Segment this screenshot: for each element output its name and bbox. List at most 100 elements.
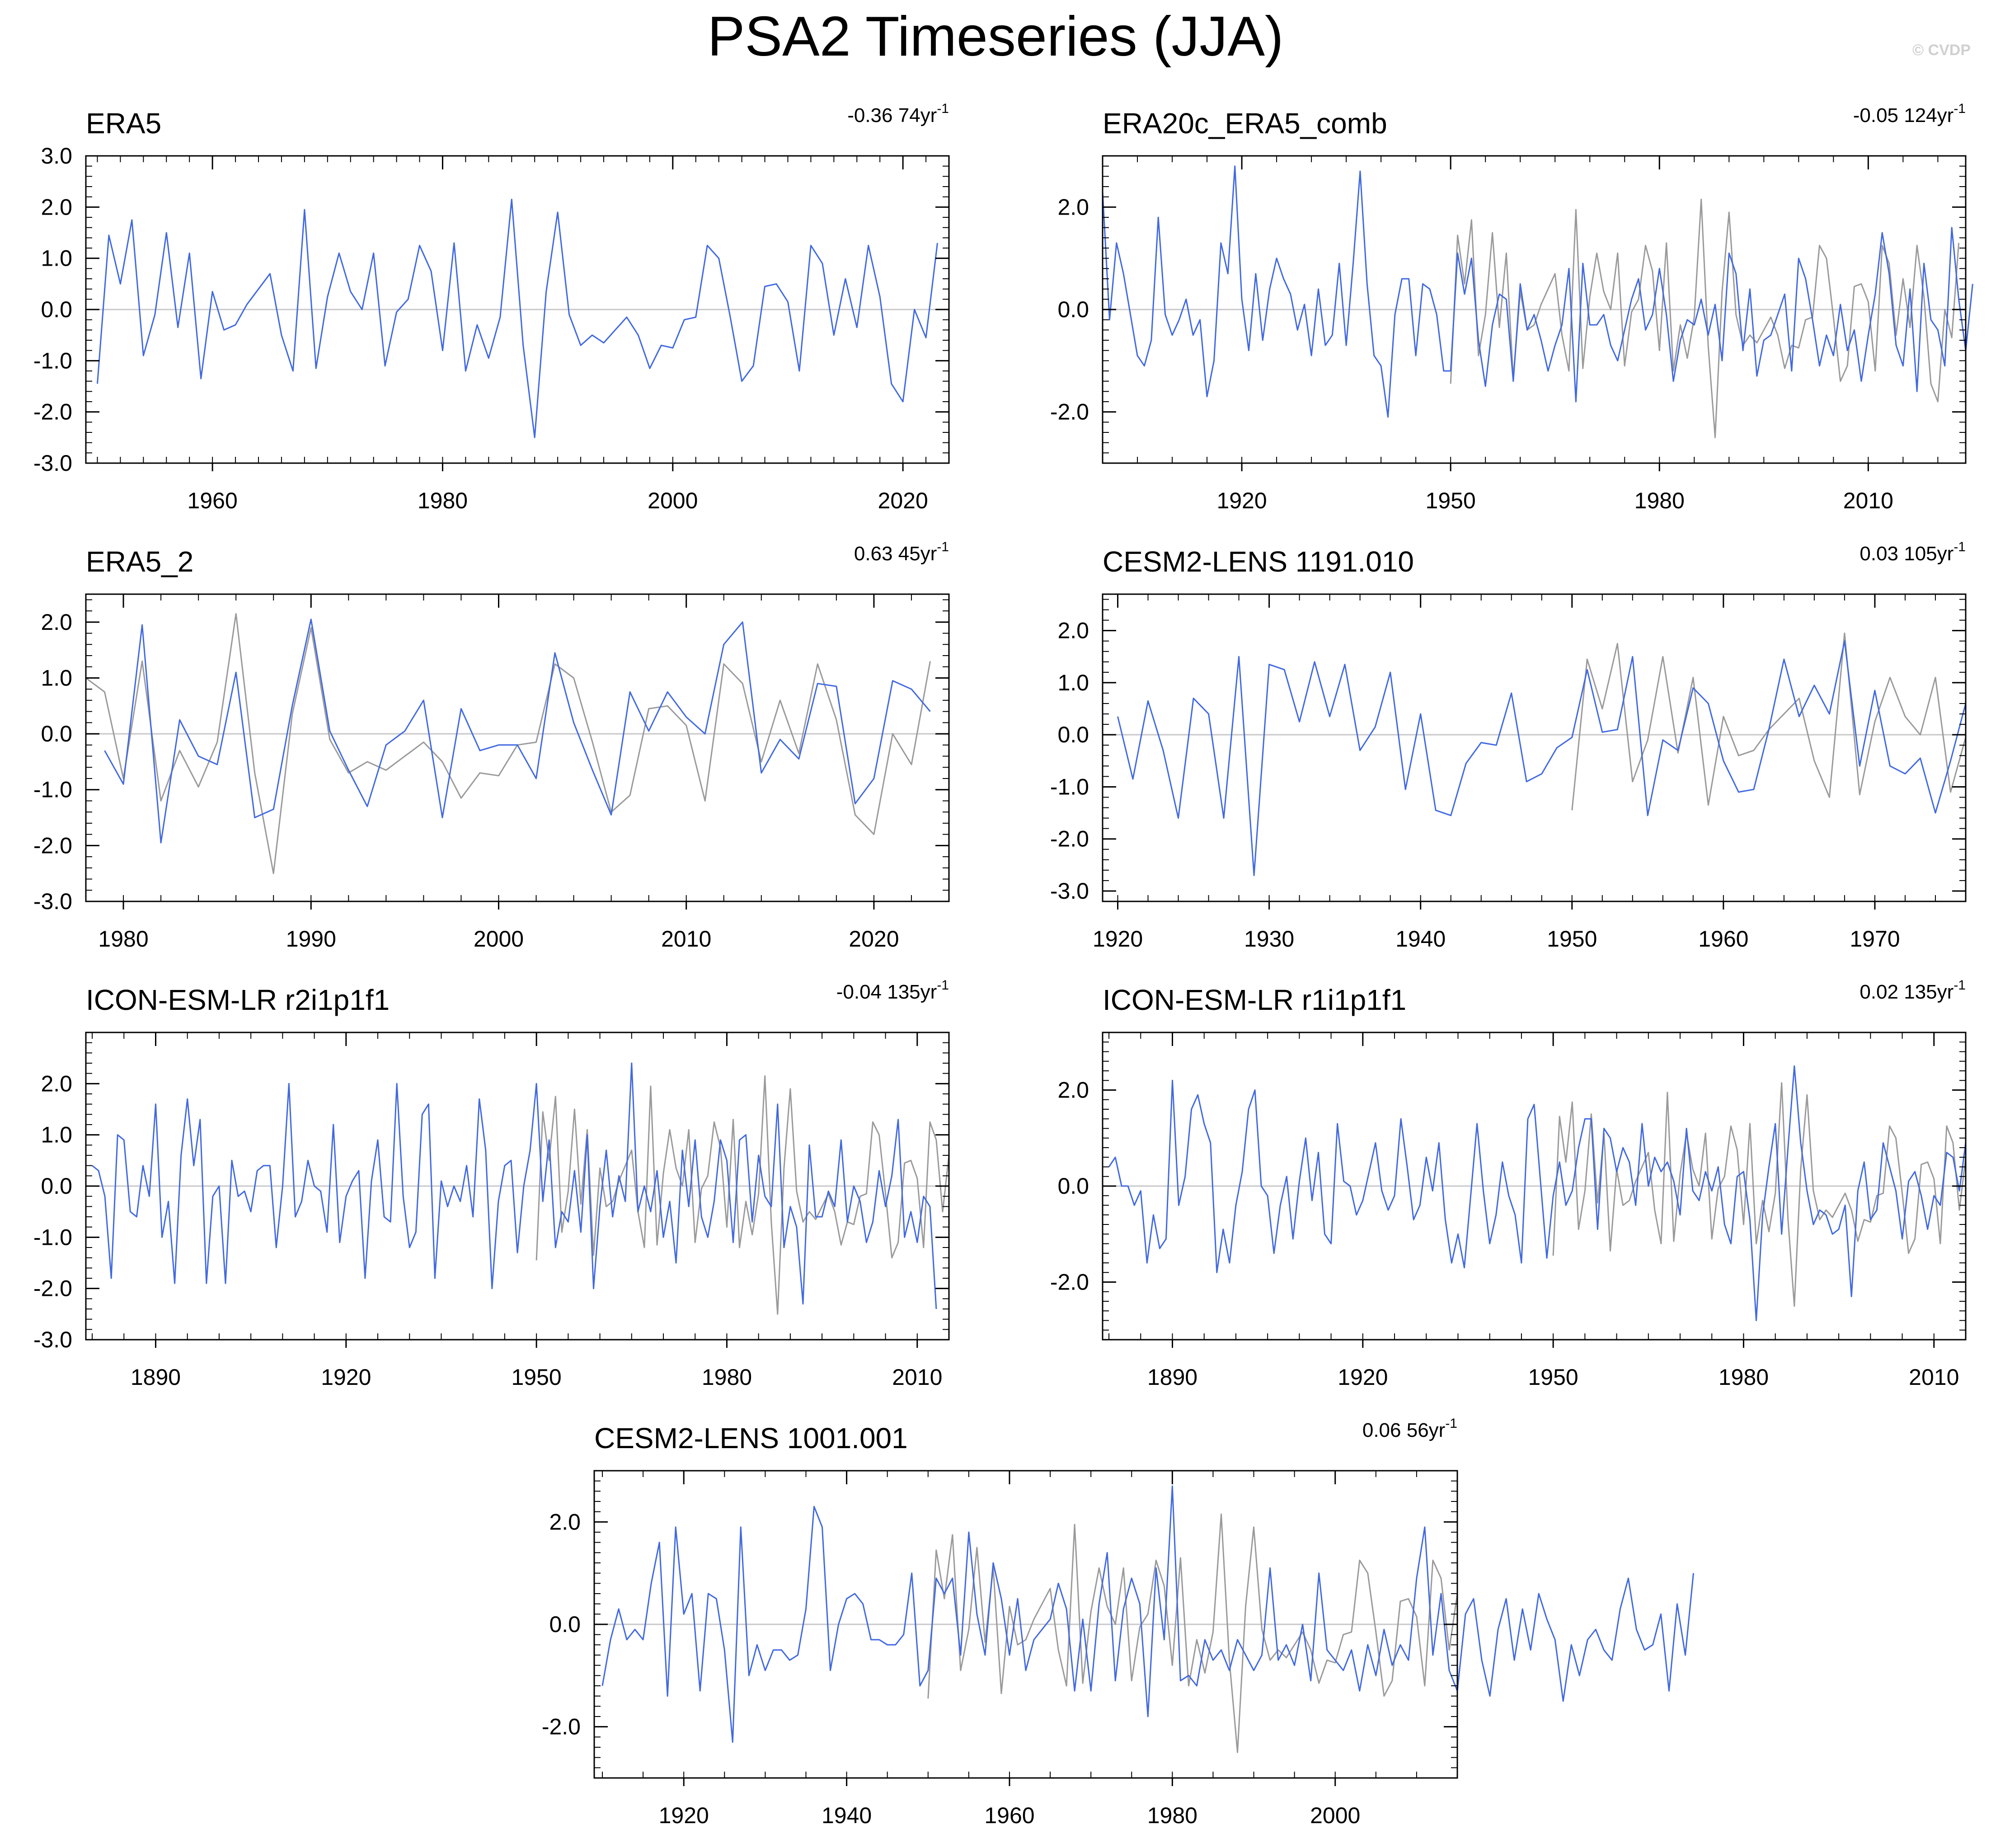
y-tick-label: 1.0 bbox=[41, 246, 72, 271]
x-tick-label: 1960 bbox=[188, 488, 238, 513]
watermark: © CVDP bbox=[1912, 42, 1971, 59]
y-tick-label: -3.0 bbox=[33, 1327, 72, 1352]
x-tick-label: 1970 bbox=[1850, 926, 1900, 952]
trend-annotation: 0.02 135yr-1 bbox=[1860, 978, 1966, 1003]
series-line-era5 bbox=[535, 1075, 950, 1315]
y-tick-label: 0.0 bbox=[41, 297, 72, 322]
series-line-era5 bbox=[1552, 1082, 1967, 1307]
panel-icon-esm-lr-r2i1p1f1: ICON-ESM-LR r2i1p1f1 -0.04 135yr-1 -3.0 -2.… bbox=[33, 978, 950, 1390]
x-tick-label: 2020 bbox=[878, 488, 928, 513]
y-tick-label: 2.0 bbox=[1057, 1078, 1089, 1103]
panel-title: ICON-ESM-LR r1i1p1f1 bbox=[1103, 984, 1406, 1016]
y-tick-label: 2.0 bbox=[41, 1071, 72, 1096]
trend-period: 45yr bbox=[898, 543, 937, 565]
x-tick-label: 2020 bbox=[849, 926, 899, 952]
x-tick-label: 1980 bbox=[702, 1365, 752, 1390]
y-tick-label: -2.0 bbox=[33, 1276, 72, 1301]
y-tick-label: 2.0 bbox=[1057, 618, 1089, 643]
x-tick-label: 1980 bbox=[1719, 1365, 1769, 1390]
x-tick-label: 1950 bbox=[512, 1365, 562, 1390]
trend-value: 0.02 bbox=[1860, 981, 1904, 1003]
plot-frame bbox=[1102, 593, 1967, 902]
y-tick-label: 2.0 bbox=[549, 1509, 581, 1534]
y-tick-label: -3.0 bbox=[33, 889, 72, 914]
x-tick-label: 1890 bbox=[131, 1365, 181, 1390]
trend-annotation: -0.05 124yr-1 bbox=[1853, 101, 1966, 127]
y-tick-label: -3.0 bbox=[33, 450, 72, 476]
x-tick-label: 2000 bbox=[648, 488, 698, 513]
trend-annotation: 0.03 105yr-1 bbox=[1860, 539, 1966, 565]
x-tick-label: 2000 bbox=[1310, 1803, 1360, 1828]
panel-era5: ERA5 -0.36 74yr-1 -3.0 -2.0 -1.0 0.0 1.0 2.0 3.0… bbox=[33, 101, 950, 513]
panel-title: CESM2-LENS 1191.010 bbox=[1103, 545, 1414, 578]
series-line-icon-esm-lr-r1i1p1f1 bbox=[1108, 1065, 1967, 1321]
trend-exponent: -1 bbox=[1953, 978, 1966, 993]
series-line-era5 bbox=[97, 198, 938, 438]
x-tick-label: 1930 bbox=[1244, 926, 1294, 952]
series-line-cesm2-lens-1001-001 bbox=[601, 1485, 1694, 1743]
y-tick-label: 0.0 bbox=[41, 1173, 72, 1199]
trend-period: 105yr bbox=[1904, 543, 1953, 565]
series-line-cesm2-lens-1191-010 bbox=[1117, 640, 1967, 876]
x-tick-label: 2010 bbox=[1909, 1365, 1959, 1390]
x-tick-label: 1960 bbox=[984, 1803, 1034, 1828]
panel-title: CESM2-LENS 1001.001 bbox=[594, 1422, 908, 1454]
trend-period: 56yr bbox=[1407, 1419, 1446, 1441]
y-tick-label: 2.0 bbox=[41, 194, 72, 220]
panel-title: ERA5 bbox=[86, 107, 161, 140]
trend-annotation: 0.63 45yr-1 bbox=[854, 539, 949, 565]
series-line-era20c-era5-comb bbox=[1102, 165, 1973, 418]
y-tick-label: -1.0 bbox=[33, 1224, 72, 1250]
x-tick-label: 2000 bbox=[474, 926, 524, 952]
y-tick-label: 0.0 bbox=[549, 1612, 581, 1637]
panel-era5-2: ERA5_2 0.63 45yr-1 -3.0 -2.0 -1.0 0.0 1.0 2.0 19… bbox=[33, 539, 950, 952]
trend-exponent: -1 bbox=[937, 978, 949, 993]
y-tick-label: 0.0 bbox=[1057, 297, 1089, 322]
y-tick-label: 2.0 bbox=[41, 610, 72, 635]
panel-cesm2-lens-1001-001: CESM2-LENS 1001.001 0.06 56yr-1 -2.0 0.0 2.0… bbox=[542, 1416, 1694, 1828]
trend-exponent: -1 bbox=[937, 101, 949, 116]
x-tick-label: 1920 bbox=[1216, 488, 1267, 513]
panel-title: ERA20c_ERA5_comb bbox=[1103, 107, 1387, 140]
y-tick-label: 1.0 bbox=[41, 1122, 72, 1148]
trend-annotation: -0.04 135yr-1 bbox=[836, 978, 949, 1003]
y-tick-label: -3.0 bbox=[1050, 878, 1089, 904]
y-tick-label: -2.0 bbox=[542, 1714, 581, 1740]
trend-exponent: -1 bbox=[937, 539, 949, 554]
y-tick-label: -1.0 bbox=[33, 348, 72, 373]
x-tick-label: 1920 bbox=[1338, 1365, 1388, 1390]
trend-value: 0.06 bbox=[1362, 1419, 1407, 1441]
trend-value: 0.63 bbox=[854, 543, 898, 565]
x-tick-label: 1980 bbox=[1634, 488, 1685, 513]
trend-period: 135yr bbox=[887, 981, 937, 1003]
y-tick-label: -2.0 bbox=[33, 399, 72, 425]
y-tick-label: -1.0 bbox=[1050, 774, 1089, 799]
trend-annotation: -0.36 74yr-1 bbox=[847, 101, 949, 127]
y-tick-label: 0.0 bbox=[1057, 722, 1089, 747]
y-tick-label: 3.0 bbox=[41, 143, 72, 169]
x-tick-label: 1960 bbox=[1698, 926, 1748, 952]
panel-title: ICON-ESM-LR r2i1p1f1 bbox=[86, 984, 390, 1016]
series-line-era5-2 bbox=[104, 619, 931, 844]
series-line-era5 bbox=[85, 613, 931, 874]
panel-title: ERA5_2 bbox=[86, 545, 193, 578]
y-tick-label: -2.0 bbox=[1050, 1270, 1089, 1295]
x-tick-label: 1940 bbox=[1395, 926, 1446, 952]
plot-frame bbox=[85, 593, 950, 902]
x-tick-label: 1990 bbox=[286, 926, 336, 952]
trend-period: 124yr bbox=[1904, 104, 1953, 127]
x-tick-label: 2010 bbox=[892, 1365, 942, 1390]
y-tick-label: 2.0 bbox=[1057, 194, 1089, 220]
trend-value: -0.04 bbox=[836, 981, 887, 1003]
x-tick-label: 1950 bbox=[1426, 488, 1476, 513]
x-tick-label: 2010 bbox=[661, 926, 711, 952]
x-tick-label: 1940 bbox=[822, 1803, 872, 1828]
trend-value: -0.05 bbox=[1853, 104, 1904, 127]
trend-exponent: -1 bbox=[1953, 101, 1966, 116]
figure-title: PSA2 Timeseries (JJA) bbox=[707, 5, 1284, 68]
y-tick-label: -1.0 bbox=[33, 777, 72, 802]
trend-exponent: -1 bbox=[1953, 539, 1966, 554]
series-line-era5 bbox=[927, 1513, 1458, 1753]
trend-value: 0.03 bbox=[1860, 543, 1904, 565]
